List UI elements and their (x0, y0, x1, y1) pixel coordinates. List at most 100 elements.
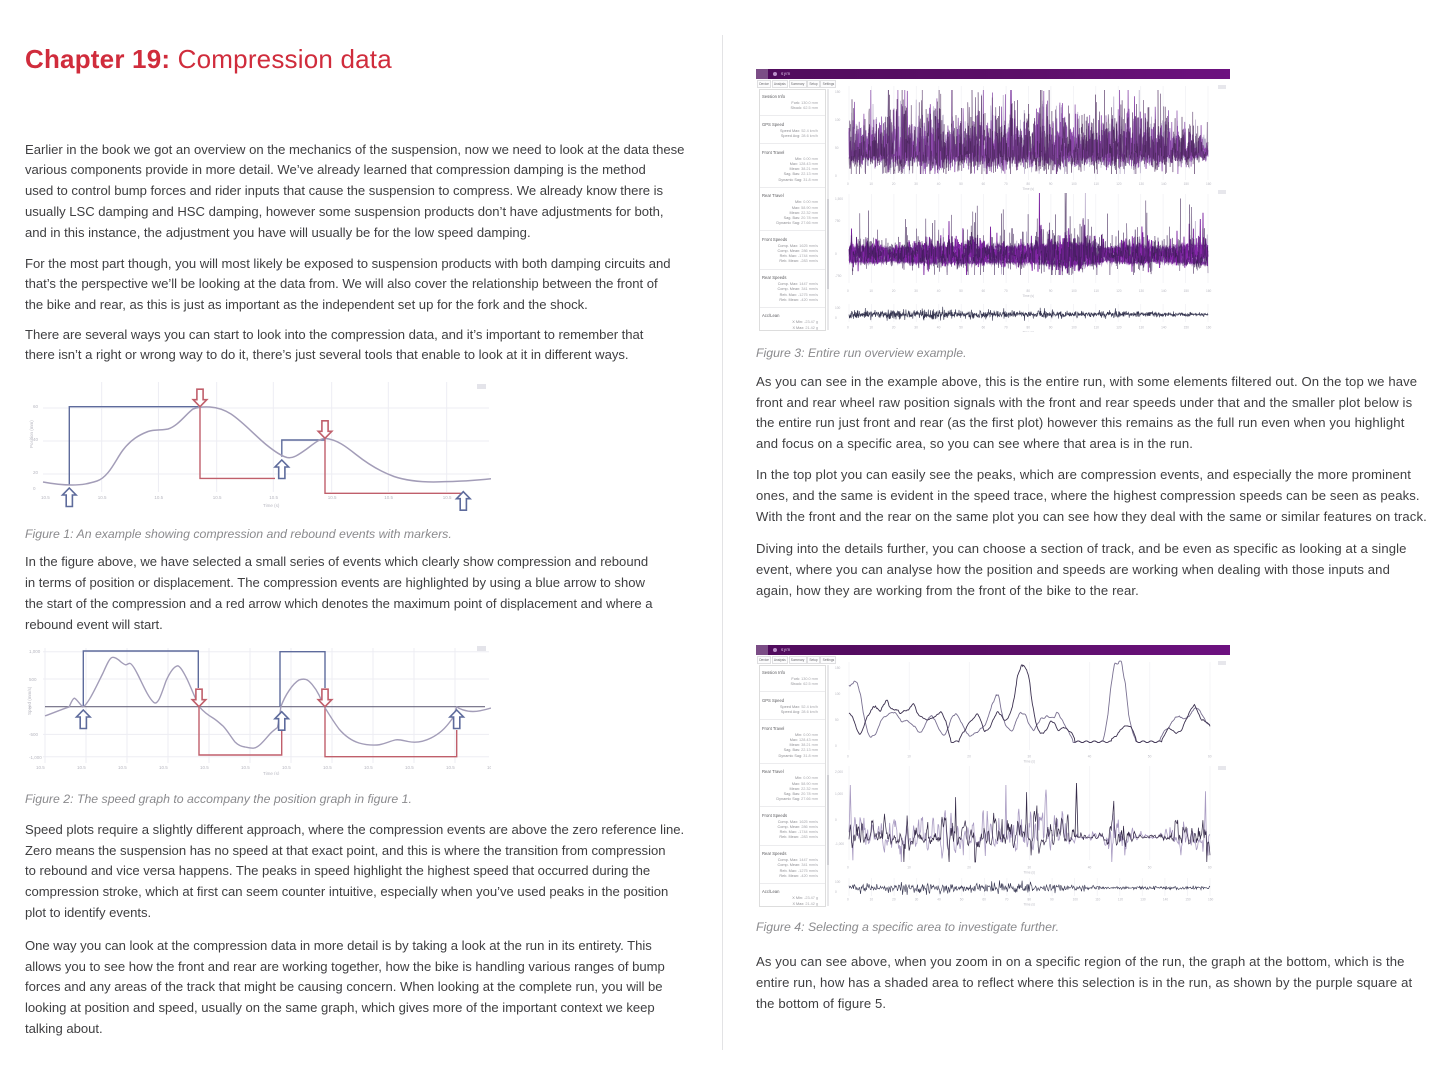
svg-text:0: 0 (847, 182, 849, 186)
svg-text:150: 150 (1184, 182, 1190, 186)
svg-text:2,000: 2,000 (835, 770, 843, 774)
svg-text:10.5: 10.5 (384, 495, 393, 500)
svg-text:60: 60 (982, 898, 986, 902)
svg-text:60: 60 (982, 182, 986, 186)
svg-text:Time (s): Time (s) (1024, 903, 1036, 906)
svg-text:40: 40 (937, 289, 941, 293)
svg-text:Position (mm): Position (mm) (29, 420, 34, 448)
svg-text:50: 50 (959, 326, 963, 330)
svg-text:10.5: 10.5 (282, 765, 291, 770)
svg-text:Time (s): Time (s) (1023, 331, 1035, 332)
svg-text:10: 10 (869, 182, 873, 186)
svg-text:1,000: 1,000 (835, 792, 843, 796)
svg-text:30: 30 (914, 289, 918, 293)
svg-text:130: 130 (1139, 289, 1145, 293)
svg-text:500: 500 (29, 677, 37, 682)
svg-text:100: 100 (835, 880, 841, 884)
svg-text:10.5: 10.5 (118, 765, 127, 770)
svg-text:10: 10 (869, 326, 873, 330)
svg-text:20: 20 (33, 470, 39, 475)
svg-text:100: 100 (835, 118, 841, 122)
svg-text:90: 90 (1049, 289, 1053, 293)
svg-text:10.5: 10.5 (443, 495, 452, 500)
svg-text:10.5: 10.5 (36, 765, 45, 770)
svg-text:120: 120 (1116, 326, 1122, 330)
svg-text:10: 10 (869, 289, 873, 293)
svg-text:10.5: 10.5 (405, 765, 414, 770)
svg-text:20: 20 (892, 289, 896, 293)
svg-text:150: 150 (1184, 326, 1190, 330)
svg-text:10: 10 (870, 898, 874, 902)
svg-text:10: 10 (907, 866, 911, 870)
svg-text:10.5: 10.5 (98, 495, 107, 500)
svg-text:10.5: 10.5 (200, 765, 209, 770)
svg-text:-750: -750 (835, 274, 842, 278)
svg-text:750: 750 (835, 219, 841, 223)
svg-text:20: 20 (892, 182, 896, 186)
svg-text:Time (s): Time (s) (263, 771, 280, 775)
svg-text:80: 80 (1027, 289, 1031, 293)
svg-text:-1,000: -1,000 (835, 842, 844, 846)
svg-text:40: 40 (937, 182, 941, 186)
svg-text:70: 70 (1004, 326, 1008, 330)
svg-text:60: 60 (1208, 755, 1212, 759)
svg-text:60: 60 (1208, 866, 1212, 870)
svg-text:160: 160 (1206, 326, 1212, 330)
svg-text:20: 20 (892, 326, 896, 330)
svg-text:0: 0 (835, 818, 837, 822)
svg-text:140: 140 (1161, 289, 1167, 293)
svg-text:10.5: 10.5 (364, 765, 373, 770)
svg-text:130: 130 (1139, 182, 1145, 186)
svg-text:Time (s): Time (s) (263, 503, 280, 508)
svg-text:130: 130 (1139, 326, 1145, 330)
svg-text:110: 110 (1095, 898, 1100, 902)
svg-text:60: 60 (982, 326, 986, 330)
svg-text:10.5: 10.5 (269, 495, 278, 500)
svg-text:140: 140 (1163, 898, 1169, 902)
svg-text:Time (s): Time (s) (1023, 187, 1035, 191)
svg-text:1,000: 1,000 (29, 649, 41, 654)
svg-text:10.5: 10.5 (154, 495, 163, 500)
svg-text:50: 50 (835, 146, 839, 150)
svg-text:30: 30 (914, 326, 918, 330)
svg-text:10.5: 10.5 (487, 765, 491, 770)
svg-text:10: 10 (907, 755, 911, 759)
svg-text:10.5: 10.5 (446, 765, 455, 770)
svg-text:90: 90 (1050, 898, 1054, 902)
svg-text:100: 100 (1071, 182, 1077, 186)
svg-text:150: 150 (1185, 898, 1191, 902)
svg-text:0: 0 (835, 174, 837, 178)
svg-text:10.5: 10.5 (323, 765, 332, 770)
svg-text:-500: -500 (29, 732, 39, 737)
svg-text:50: 50 (959, 182, 963, 186)
svg-text:50: 50 (959, 289, 963, 293)
svg-text:90: 90 (1049, 182, 1053, 186)
svg-text:110: 110 (1094, 182, 1099, 186)
svg-text:80: 80 (1027, 326, 1031, 330)
svg-text:0: 0 (835, 744, 837, 748)
svg-text:150: 150 (835, 90, 841, 94)
svg-text:40: 40 (33, 437, 39, 442)
svg-text:70: 70 (1005, 898, 1009, 902)
svg-text:0: 0 (835, 316, 837, 320)
svg-text:90: 90 (1049, 326, 1053, 330)
svg-text:120: 120 (1116, 289, 1122, 293)
svg-text:Speed (mm/s): Speed (mm/s) (27, 686, 32, 715)
svg-text:40: 40 (1088, 755, 1092, 759)
svg-text:140: 140 (1161, 182, 1167, 186)
svg-text:Time (s): Time (s) (1024, 871, 1036, 875)
svg-text:100: 100 (1073, 898, 1079, 902)
svg-text:120: 120 (1118, 898, 1124, 902)
svg-text:70: 70 (1004, 182, 1008, 186)
svg-text:10.5: 10.5 (328, 495, 337, 500)
svg-text:100: 100 (1071, 326, 1077, 330)
svg-text:50: 50 (1148, 866, 1152, 870)
svg-text:0: 0 (847, 898, 849, 902)
svg-text:0: 0 (847, 866, 849, 870)
svg-text:0: 0 (847, 289, 849, 293)
svg-text:-1,000: -1,000 (29, 755, 42, 760)
svg-text:50: 50 (1148, 755, 1152, 759)
svg-text:60: 60 (982, 289, 986, 293)
svg-text:30: 30 (1028, 755, 1032, 759)
svg-text:0: 0 (847, 755, 849, 759)
